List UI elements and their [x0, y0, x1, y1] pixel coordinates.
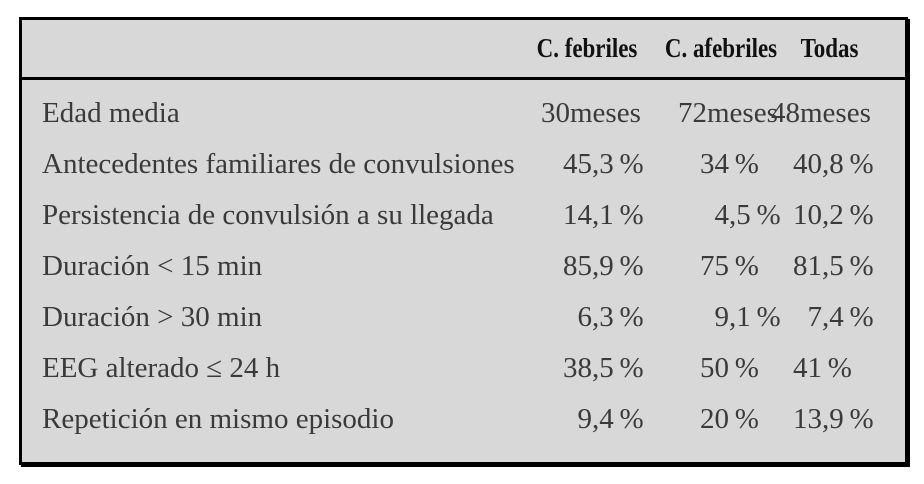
value-fraction-part: %	[729, 403, 759, 435]
value-integer-part: 30	[541, 97, 570, 129]
value-fraction-part: ,1 %	[729, 301, 781, 333]
value-fraction-part: ,5 %	[592, 352, 644, 384]
table-cell: 72 meses	[652, 97, 778, 129]
row-label: Persistencia de convulsión a su llegada	[42, 199, 494, 231]
value-fraction-part: %	[822, 352, 852, 384]
value-integer-part: 41	[793, 352, 822, 384]
table-header-row: C. febriles C. afebriles Todas	[22, 20, 905, 80]
table-cell: 14,1 %	[532, 201, 674, 230]
column-header-todas: Todas	[800, 33, 859, 63]
value-fraction-part: ,5 %	[729, 199, 781, 231]
value-integer-part: 48	[771, 97, 800, 129]
value-integer-part: 4	[714, 199, 730, 231]
value-fraction-part: %	[729, 250, 759, 282]
table-cell: 45,3 %	[532, 150, 674, 179]
table-cell: 7,4 %	[774, 303, 905, 332]
value-integer-part: 7	[807, 301, 823, 333]
value-fraction-part: ,5 %	[822, 250, 874, 282]
value-integer-part: 50	[700, 352, 729, 384]
value-integer-part: 34	[700, 148, 729, 180]
value-fraction-part: meses	[707, 97, 778, 129]
row-label: Edad media	[42, 97, 180, 129]
value-fraction-part: %	[729, 148, 759, 180]
column-header-c-febriles: C. febriles	[536, 33, 638, 63]
table-row: Repetición en mismo episodio 9,4 % 20 % …	[22, 394, 905, 445]
value-integer-part: 14	[563, 199, 592, 231]
value-fraction-part: ,4 %	[592, 403, 644, 435]
value-fraction-part: ,3 %	[592, 301, 644, 333]
table-cell: 50 %	[674, 354, 774, 383]
table-cell: 20 %	[674, 405, 774, 434]
value-fraction-part: ,3 %	[592, 148, 644, 180]
column-header-c-afebriles: C. afebriles	[664, 33, 778, 63]
value-integer-part: 10	[793, 199, 822, 231]
value-fraction-part: meses	[570, 97, 641, 129]
table-cell: 34 %	[674, 150, 774, 179]
table-row: Edad media 30 meses 72 meses 48 meses	[22, 88, 905, 139]
row-label: Repetición en mismo episodio	[42, 403, 394, 435]
value-fraction-part: ,8 %	[822, 148, 874, 180]
value-integer-part: 38	[563, 352, 592, 384]
table-cell: 40,8 %	[774, 150, 905, 179]
table-cell: 9,1 %	[674, 301, 781, 333]
table-body: Edad media 30 meses 72 meses 48 meses An…	[22, 80, 905, 445]
value-fraction-part: %	[729, 352, 759, 384]
value-integer-part: 75	[700, 250, 729, 282]
table-cell: 6,3 %	[532, 303, 674, 332]
value-fraction-part: ,4 %	[822, 301, 874, 333]
data-table: C. febriles C. afebriles Todas Edad medi…	[19, 17, 908, 465]
value-integer-part: 9	[577, 403, 593, 435]
table-row: EEG alterado ≤ 24 h 38,5 % 50 % 41 %	[22, 343, 905, 394]
value-integer-part: 81	[793, 250, 822, 282]
row-label: EEG alterado ≤ 24 h	[42, 352, 281, 384]
table-cell: 38,5 %	[532, 354, 674, 383]
value-fraction-part: ,9 %	[822, 403, 874, 435]
row-label: Antecedentes familiares de convulsiones	[42, 148, 515, 180]
value-integer-part: 6	[577, 301, 593, 333]
value-integer-part: 20	[700, 403, 729, 435]
table-cell: 41 %	[774, 354, 905, 383]
table-cell: 4,5 %	[674, 199, 781, 231]
table-cell: 10,2 %	[774, 201, 905, 230]
value-fraction-part: ,9 %	[592, 250, 644, 282]
value-integer-part: 85	[563, 250, 592, 282]
table-row: Duración > 30 min 6,3 % 9,1 % 7,4 %	[22, 292, 905, 343]
table-cell: 75 %	[674, 252, 774, 281]
value-fraction-part: ,1 %	[592, 199, 644, 231]
value-integer-part: 13	[793, 403, 822, 435]
table-row: Persistencia de convulsión a su llegada …	[22, 190, 905, 241]
table-cell: 85,9 %	[532, 252, 674, 281]
table-cell: 13,9 %	[774, 405, 905, 434]
table-cell: 30 meses	[510, 99, 652, 128]
value-integer-part: 45	[563, 148, 592, 180]
row-label: Duración < 15 min	[42, 250, 263, 282]
value-fraction-part: ,2 %	[822, 199, 874, 231]
row-label: Duración > 30 min	[42, 301, 263, 333]
value-integer-part: 40	[793, 148, 822, 180]
table-cell: 48 meses	[752, 99, 883, 128]
value-integer-part: 9	[714, 301, 730, 333]
value-fraction-part: meses	[800, 97, 871, 129]
table-cell: 9,4 %	[532, 405, 674, 434]
table-row: Antecedentes familiares de convulsiones …	[22, 139, 905, 190]
table-cell: 81,5 %	[774, 252, 905, 281]
table-row: Duración < 15 min 85,9 % 75 % 81,5 %	[22, 241, 905, 292]
value-integer-part: 72	[678, 97, 707, 129]
